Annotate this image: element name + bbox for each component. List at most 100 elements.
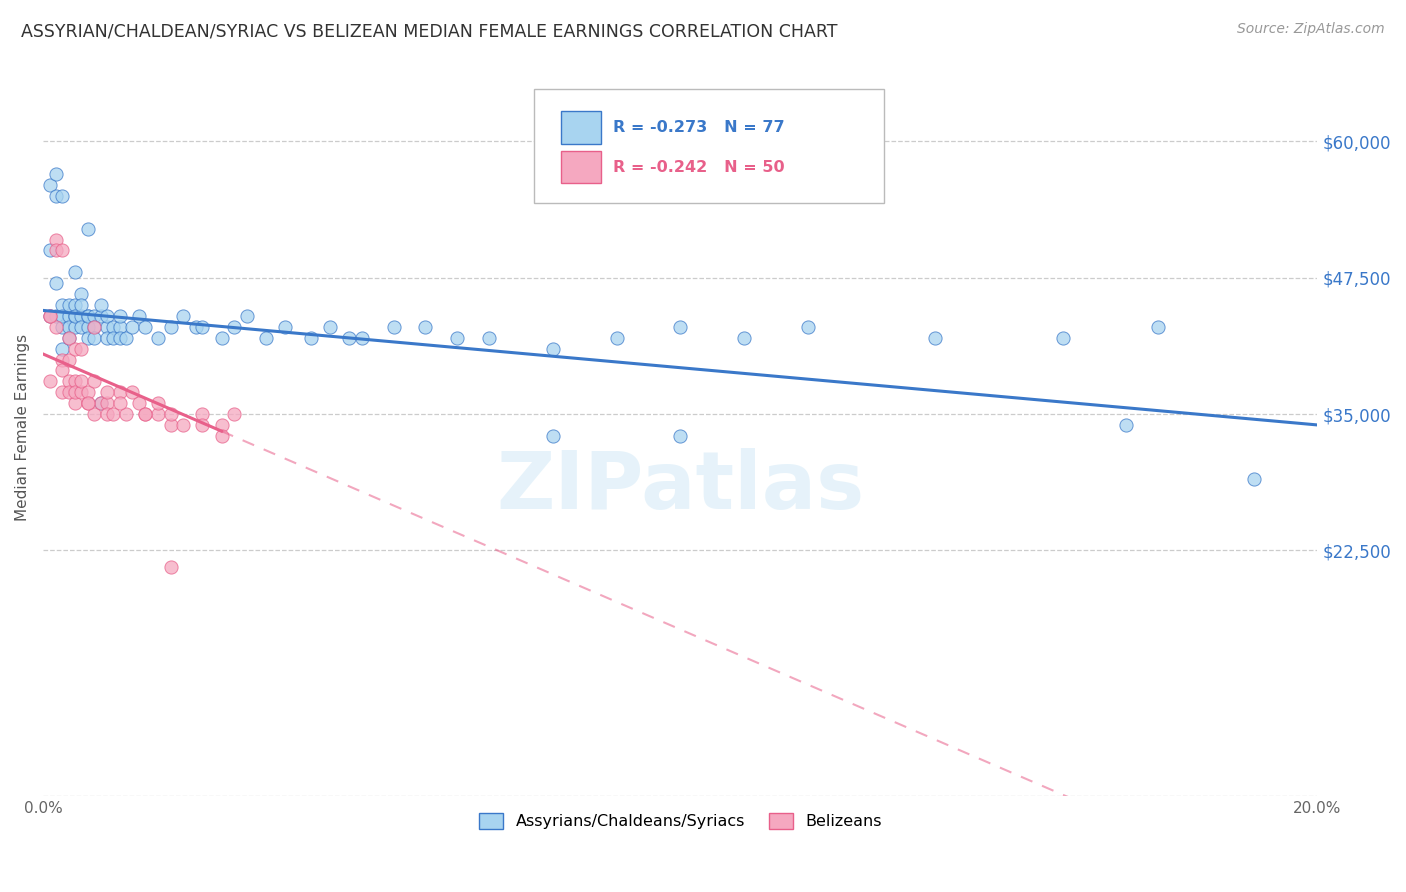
Point bbox=[134, 407, 156, 421]
Point bbox=[83, 407, 105, 421]
Point bbox=[63, 396, 86, 410]
Point bbox=[70, 374, 93, 388]
Point bbox=[38, 374, 60, 388]
Point bbox=[274, 319, 297, 334]
Point bbox=[76, 309, 98, 323]
Point bbox=[76, 385, 98, 400]
Point bbox=[446, 331, 468, 345]
Point bbox=[63, 298, 86, 312]
Point bbox=[96, 309, 118, 323]
Point bbox=[128, 309, 150, 323]
Point bbox=[70, 287, 93, 301]
Point bbox=[96, 385, 118, 400]
Point bbox=[108, 385, 131, 400]
Point bbox=[51, 363, 73, 377]
Point bbox=[83, 374, 105, 388]
Point bbox=[1147, 319, 1170, 334]
Point bbox=[83, 319, 105, 334]
Point bbox=[796, 319, 818, 334]
Point bbox=[254, 331, 277, 345]
Point bbox=[121, 385, 143, 400]
Point bbox=[70, 385, 93, 400]
Point bbox=[58, 298, 80, 312]
Point bbox=[90, 298, 112, 312]
Point bbox=[108, 331, 131, 345]
Point bbox=[146, 407, 169, 421]
Point bbox=[108, 309, 131, 323]
Point bbox=[146, 396, 169, 410]
Point bbox=[924, 331, 946, 345]
Point bbox=[45, 189, 67, 203]
Point bbox=[51, 309, 73, 323]
Point bbox=[1243, 473, 1265, 487]
Point bbox=[63, 342, 86, 356]
Point bbox=[108, 319, 131, 334]
Point bbox=[224, 407, 246, 421]
Point bbox=[76, 221, 98, 235]
Point bbox=[319, 319, 342, 334]
FancyBboxPatch shape bbox=[561, 112, 602, 144]
Point bbox=[51, 385, 73, 400]
Point bbox=[58, 374, 80, 388]
Point bbox=[128, 396, 150, 410]
Point bbox=[51, 342, 73, 356]
Point bbox=[58, 385, 80, 400]
FancyBboxPatch shape bbox=[561, 151, 602, 183]
Point bbox=[159, 407, 181, 421]
Point bbox=[70, 319, 93, 334]
Point bbox=[63, 385, 86, 400]
Point bbox=[541, 429, 564, 443]
Point bbox=[96, 319, 118, 334]
Point bbox=[108, 396, 131, 410]
Point bbox=[159, 417, 181, 432]
Text: ZIPatlas: ZIPatlas bbox=[496, 448, 865, 525]
Point bbox=[211, 429, 233, 443]
Point bbox=[45, 319, 67, 334]
Point bbox=[606, 331, 628, 345]
Text: R = -0.242   N = 50: R = -0.242 N = 50 bbox=[613, 160, 785, 175]
Point bbox=[1052, 331, 1074, 345]
Point bbox=[541, 342, 564, 356]
Text: Source: ZipAtlas.com: Source: ZipAtlas.com bbox=[1237, 22, 1385, 37]
Point bbox=[38, 309, 60, 323]
Point bbox=[211, 331, 233, 345]
Point bbox=[224, 319, 246, 334]
Point bbox=[669, 319, 692, 334]
Point bbox=[159, 559, 181, 574]
Point bbox=[211, 417, 233, 432]
FancyBboxPatch shape bbox=[534, 89, 884, 203]
Point bbox=[103, 319, 125, 334]
Point bbox=[76, 309, 98, 323]
Point bbox=[45, 233, 67, 247]
Point bbox=[76, 396, 98, 410]
Point bbox=[58, 331, 80, 345]
Point bbox=[350, 331, 373, 345]
Point bbox=[51, 298, 73, 312]
Point bbox=[134, 407, 156, 421]
Point bbox=[337, 331, 360, 345]
Y-axis label: Median Female Earnings: Median Female Earnings bbox=[15, 334, 30, 521]
Point bbox=[38, 309, 60, 323]
Point bbox=[38, 244, 60, 258]
Point bbox=[236, 309, 259, 323]
Legend: Assyrians/Chaldeans/Syriacs, Belizeans: Assyrians/Chaldeans/Syriacs, Belizeans bbox=[472, 806, 889, 836]
Point bbox=[38, 309, 60, 323]
Point bbox=[76, 319, 98, 334]
Point bbox=[70, 342, 93, 356]
Point bbox=[159, 319, 181, 334]
Point bbox=[58, 309, 80, 323]
Text: R = -0.273   N = 77: R = -0.273 N = 77 bbox=[613, 120, 785, 135]
Point bbox=[70, 298, 93, 312]
Point bbox=[90, 396, 112, 410]
Point bbox=[299, 331, 322, 345]
Point bbox=[63, 265, 86, 279]
Point bbox=[38, 178, 60, 192]
Point bbox=[63, 309, 86, 323]
Point bbox=[58, 319, 80, 334]
Point bbox=[70, 309, 93, 323]
Point bbox=[63, 309, 86, 323]
Point bbox=[191, 319, 214, 334]
Point bbox=[83, 309, 105, 323]
Point bbox=[172, 417, 194, 432]
Point bbox=[45, 276, 67, 290]
